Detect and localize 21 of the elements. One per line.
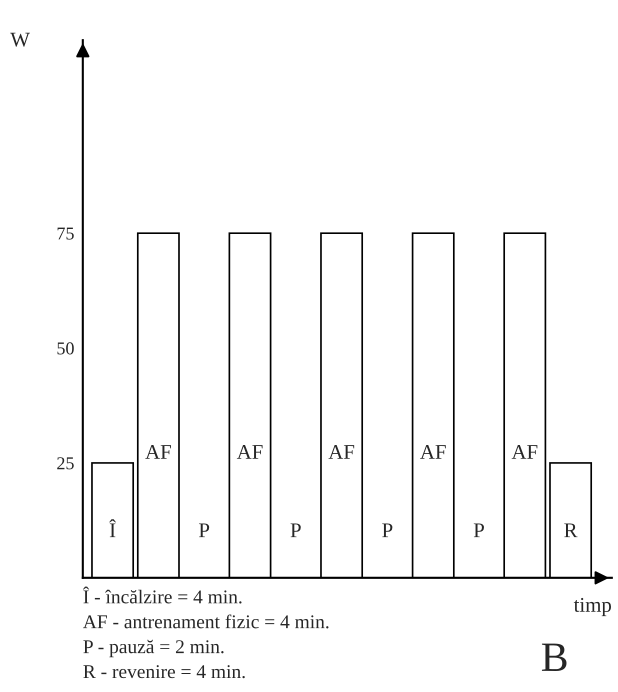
text: R - revenire = 4 min.	[83, 665, 245, 678]
text: Î - încălzire = 4 min.	[82, 586, 242, 604]
y-axis-title: W	[10, 32, 30, 47]
x-tick-label: P	[290, 523, 301, 538]
x-tick-label: P	[382, 523, 392, 538]
x-axis-title: timp	[574, 598, 612, 616]
text: P - pauză = 2 min.	[83, 640, 224, 658]
y-tick-label: 25	[57, 457, 74, 470]
x-tick-label: P	[474, 523, 484, 538]
text: B	[542, 644, 567, 672]
x-tick-label: AF	[420, 444, 446, 459]
x-tick-label: AF	[512, 444, 538, 459]
x-tick-label: AF	[145, 444, 171, 459]
text: AF - antrenament fizic = 4 min.	[83, 614, 328, 628]
x-tick-label: R	[564, 523, 578, 538]
y-tick-label: 75	[58, 228, 74, 240]
y-tick-label: 50	[57, 342, 74, 354]
x-tick-label: P	[198, 523, 210, 538]
x-tick-label: AF	[328, 444, 354, 459]
x-tick-label: AF	[236, 444, 263, 459]
x-tick-label: Î	[109, 519, 116, 538]
